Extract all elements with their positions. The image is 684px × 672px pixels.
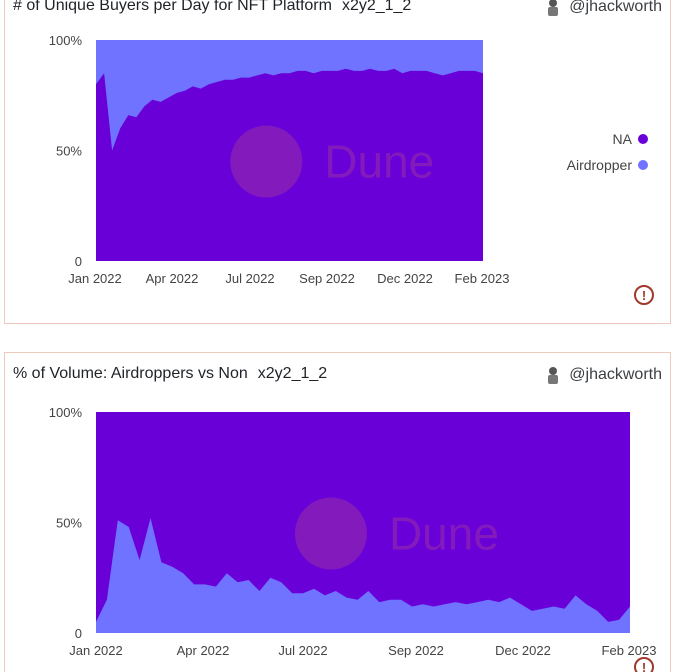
chart-subtitle: x2y2_1_2: [341, 0, 412, 14]
area-chart-volume-share: Dune 0 50% 100% Jan 2022 Apr 2022 Jul 2022 Sep …: [49, 405, 657, 658]
chart-title-text: % of Volume: Airdroppers vs Non: [13, 365, 248, 382]
series-area-na: [96, 68, 483, 261]
author-link[interactable]: @jhackworth: [543, 0, 662, 17]
y-tick-label: 0: [75, 626, 82, 641]
x-tick-label: Apr 2022: [177, 643, 230, 658]
x-tick-label: Apr 2022: [146, 271, 199, 286]
legend-item-airdropper[interactable]: Airdropper: [567, 157, 648, 173]
avatar: [548, 367, 559, 384]
legend-item-na[interactable]: NA: [567, 131, 648, 147]
legend-label-na: NA: [612, 131, 632, 147]
author-name: @jhackworth: [569, 0, 662, 15]
dune-logo-icon: [230, 125, 303, 198]
legend-label-airdropper: Airdropper: [566, 157, 632, 173]
x-tick-label: Jan 2022: [69, 643, 123, 658]
x-tick-label: Sep 2022: [299, 271, 355, 286]
avatar: [548, 0, 559, 16]
card-header: # of Unique Buyers per Day for NFT Platf…: [5, 0, 670, 29]
chart-card-volume-share: % of Volume: Airdroppers vs Non x2y2_1_2 …: [4, 352, 671, 672]
legend-dot-airdropper: [638, 160, 648, 170]
y-tick-label: 0: [75, 254, 82, 269]
author-name: @jhackworth: [569, 366, 662, 383]
dune-logo-icon: [294, 497, 367, 570]
chart-title[interactable]: % of Volume: Airdroppers vs Non x2y2_1_2: [13, 365, 327, 383]
chart-subtitle: x2y2_1_2: [257, 365, 328, 382]
chart-legend: NA Airdropper: [567, 131, 648, 183]
chart-title[interactable]: # of Unique Buyers per Day for NFT Platf…: [13, 0, 411, 15]
dune-watermark-text: Dune: [324, 136, 434, 188]
author-link[interactable]: @jhackworth: [543, 365, 662, 385]
x-tick-label: Feb 2023: [602, 643, 657, 658]
dune-watermark-text: Dune: [389, 508, 499, 560]
chart-card-unique-buyers: # of Unique Buyers per Day for NFT Platf…: [4, 0, 671, 324]
y-tick-label: 100%: [49, 33, 83, 48]
chart-title-text: # of Unique Buyers per Day for NFT Platf…: [13, 0, 332, 14]
card-header: % of Volume: Airdroppers vs Non x2y2_1_2 …: [5, 353, 670, 397]
legend-dot-na: [638, 134, 648, 144]
y-tick-label: 50%: [56, 144, 82, 159]
x-tick-label: Dec 2022: [377, 271, 433, 286]
x-tick-label: Feb 2023: [455, 271, 510, 286]
area-chart-unique-buyers: Dune 0 50% 100% Jan 2022 Apr 2022 Jul 2022 Sep …: [49, 33, 510, 286]
warning-icon[interactable]: !: [634, 285, 654, 305]
y-tick-label: 100%: [49, 405, 83, 420]
dune-watermark: Dune: [230, 125, 434, 198]
y-tick-label: 50%: [56, 516, 82, 531]
x-tick-label: Jul 2022: [278, 643, 327, 658]
x-tick-label: Sep 2022: [388, 643, 444, 658]
x-tick-label: Dec 2022: [495, 643, 551, 658]
warning-icon[interactable]: !: [634, 657, 654, 672]
dune-watermark: Dune: [294, 497, 499, 570]
series-area-airdropper: [96, 518, 630, 633]
x-tick-label: Jul 2022: [225, 271, 274, 286]
x-tick-label: Jan 2022: [68, 271, 122, 286]
